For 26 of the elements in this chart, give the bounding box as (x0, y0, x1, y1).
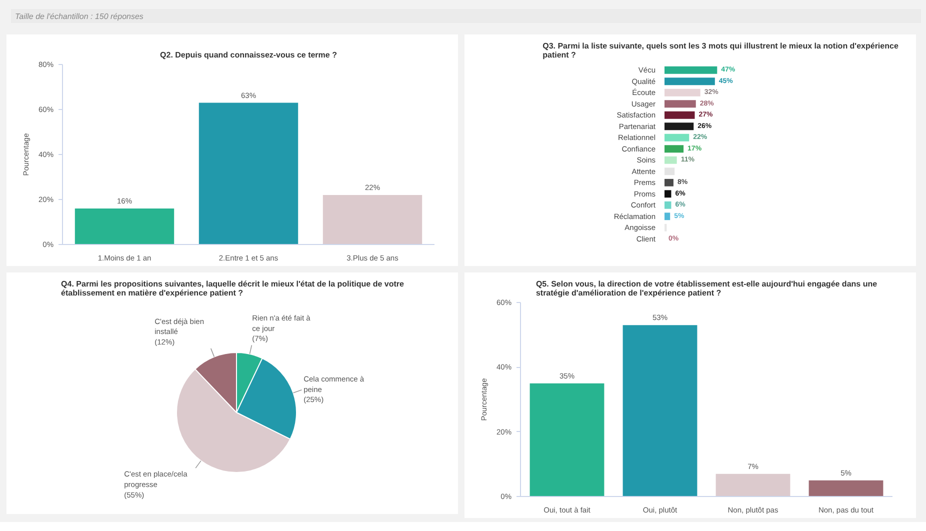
bar (664, 190, 672, 198)
chart-title: Q4. Parmi les propositions suivantes, laquelle décrit le mieux l'état de la politique de votre établissement en matière d'expérience patient ? (61, 280, 404, 298)
chart-title: Q5. Selon vous, la direction de votre établissement est-elle aujourd'hui engagée dans une stratégie d'amélioration de l'expérience patient ? (536, 280, 878, 298)
bar (664, 78, 715, 86)
bar (664, 134, 690, 142)
bar (530, 383, 604, 496)
chart-title: Q2. Depuis quand connaissez-vous ce terme ? (160, 50, 338, 60)
text: Taille de l'échantillon : 150 réponses (15, 11, 144, 22)
bar (664, 66, 718, 74)
bar (622, 325, 698, 496)
chart-title: Q3. Parmi la liste suivante, quels sont les 3 mots qui illustrent le mieux la notion d'expérience patient ? (542, 42, 899, 60)
bar (664, 111, 695, 119)
bar (664, 178, 674, 186)
bar (664, 100, 696, 108)
bar (322, 195, 422, 244)
bar (198, 102, 298, 244)
bar (808, 480, 884, 496)
bar (664, 156, 677, 164)
bar (716, 474, 790, 496)
bar (664, 212, 670, 220)
bar (664, 145, 684, 153)
bar (664, 122, 694, 130)
bar (664, 201, 672, 209)
bar (664, 168, 675, 176)
bar (664, 88, 700, 96)
bar (74, 208, 174, 244)
